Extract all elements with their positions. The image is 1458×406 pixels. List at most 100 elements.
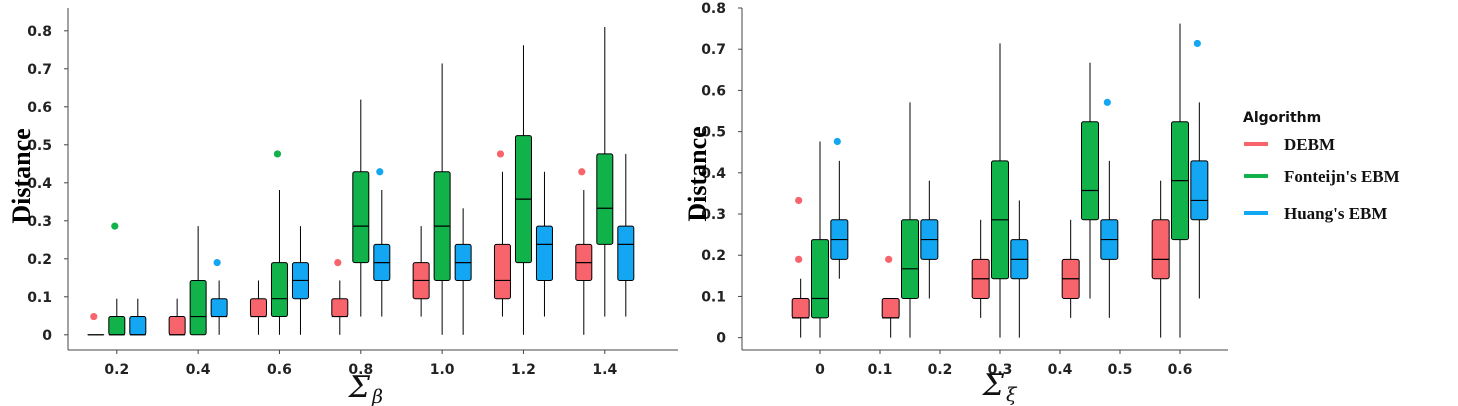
box-1-3 — [352, 99, 370, 317]
outlier-point — [1193, 39, 1201, 48]
box-1-2 — [991, 43, 1009, 338]
x-tick-label: 0.4 — [1048, 362, 1073, 378]
x-tick-label: 0.2 — [104, 362, 129, 378]
y-tick-label: 0.4 — [701, 166, 726, 182]
outlier-point — [1103, 98, 1111, 106]
x-tick-label: 0.3 — [988, 362, 1013, 378]
x-tick-label: 1.2 — [511, 362, 536, 378]
box-0-6 — [575, 168, 593, 335]
box-iqr — [791, 297, 810, 319]
y-tick-label: 0.5 — [701, 125, 726, 141]
box-0-4 — [1151, 180, 1170, 338]
box-0-3 — [331, 259, 349, 335]
box-1-1 — [901, 102, 919, 338]
x-tick-label: 0.6 — [1168, 362, 1193, 378]
y-tick-label: 0 — [716, 331, 726, 347]
box-0-2 — [249, 280, 267, 335]
box-0-4 — [412, 226, 430, 317]
box-1-1 — [189, 226, 207, 336]
box-1-4 — [1171, 23, 1189, 338]
y-tick-label: 0.1 — [27, 290, 52, 306]
box-2-0 — [129, 298, 147, 336]
box-0-1 — [881, 255, 900, 338]
box-2-2 — [1010, 200, 1029, 338]
box-0-0 — [87, 312, 105, 336]
box-1-3 — [1081, 62, 1099, 299]
box-iqr — [901, 219, 919, 299]
box-2-1 — [920, 180, 939, 299]
y-tick-label: 0.7 — [27, 62, 52, 78]
box-iqr — [535, 225, 553, 281]
outlier-point — [376, 168, 384, 176]
box-1-0 — [108, 222, 126, 336]
box-iqr — [108, 316, 126, 336]
box-iqr — [596, 153, 614, 245]
y-axis-label: Distance — [683, 126, 712, 221]
box-iqr — [352, 171, 370, 264]
box-2-1 — [210, 259, 228, 335]
box-iqr — [1190, 160, 1209, 221]
outlier-point — [833, 137, 841, 146]
outlier-point — [273, 150, 282, 158]
x-tick-label: 0.2 — [928, 362, 953, 378]
x-tick-label: 0.8 — [348, 362, 373, 378]
legend-label: DEBM — [1284, 135, 1335, 154]
box-iqr — [811, 239, 829, 319]
x-axis-label-symbol: Σ — [348, 370, 371, 405]
box-0-2 — [971, 219, 990, 318]
box-iqr — [168, 316, 186, 336]
x-tick-label: 1.4 — [592, 362, 617, 378]
box-iqr — [210, 298, 228, 318]
box-2-5 — [535, 171, 553, 317]
outlier-point — [111, 222, 119, 230]
x-axis-label-symbol: Σ — [982, 368, 1005, 403]
legend-label: Huang's EBM — [1284, 204, 1387, 223]
box-iqr — [331, 298, 349, 318]
box-2-3 — [373, 168, 391, 317]
outlier-point — [885, 255, 893, 263]
outlier-point — [90, 312, 98, 321]
outlier-point — [213, 259, 221, 267]
x-axis-label-subscript: β — [371, 386, 383, 406]
y-tick-label: 0.2 — [27, 252, 52, 268]
box-iqr — [1151, 219, 1170, 280]
y-tick-label: 0.2 — [701, 248, 726, 264]
box-2-3 — [1100, 98, 1119, 318]
x-tick-label: 0.1 — [868, 362, 893, 378]
outlier-point — [578, 168, 586, 176]
y-tick-label: 0.3 — [701, 207, 726, 223]
box-2-4 — [454, 208, 472, 335]
box-1-5 — [514, 45, 532, 335]
outlier-point — [334, 259, 342, 267]
y-tick-label: 0 — [42, 328, 52, 344]
box-2-6 — [617, 153, 635, 317]
box-1-4 — [433, 63, 451, 335]
legend-title: Algorithm — [1243, 110, 1321, 126]
y-tick-label: 0.3 — [27, 214, 52, 230]
outlier-point — [795, 255, 803, 263]
box-iqr — [189, 279, 207, 336]
y-tick-label: 0.6 — [27, 100, 52, 116]
y-tick-label: 0.1 — [701, 289, 726, 305]
x-axis-label-subscript: ξ — [1006, 384, 1018, 406]
y-tick-label: 0.8 — [701, 1, 726, 17]
x-tick-label: 0 — [815, 362, 825, 378]
box-iqr — [617, 225, 635, 281]
y-tick-label: 0.5 — [27, 138, 52, 154]
box-2-0 — [830, 137, 849, 279]
x-tick-label: 1.0 — [430, 362, 455, 378]
box-1-6 — [596, 27, 614, 317]
outlier-point — [795, 196, 803, 205]
box-0-5 — [493, 150, 511, 317]
y-tick-label: 0.6 — [701, 83, 726, 99]
box-2-2 — [291, 226, 309, 335]
box-1-0 — [811, 141, 829, 338]
y-tick-label: 0.8 — [27, 24, 52, 40]
box-0-3 — [1061, 219, 1080, 318]
box-1-2 — [270, 150, 288, 335]
right-boxplot-panel: 0 0.1 0.2 0.3 0.4 0.5 0.6 0.7 0.8 0 0.1 0.2 0.3 0.4 0.… — [683, 1, 1228, 406]
box-iqr — [270, 262, 288, 318]
box-iqr — [129, 316, 147, 336]
box-iqr — [881, 297, 900, 319]
